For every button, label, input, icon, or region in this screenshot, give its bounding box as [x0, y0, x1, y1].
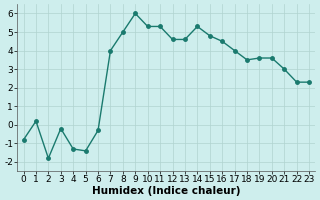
X-axis label: Humidex (Indice chaleur): Humidex (Indice chaleur): [92, 186, 241, 196]
